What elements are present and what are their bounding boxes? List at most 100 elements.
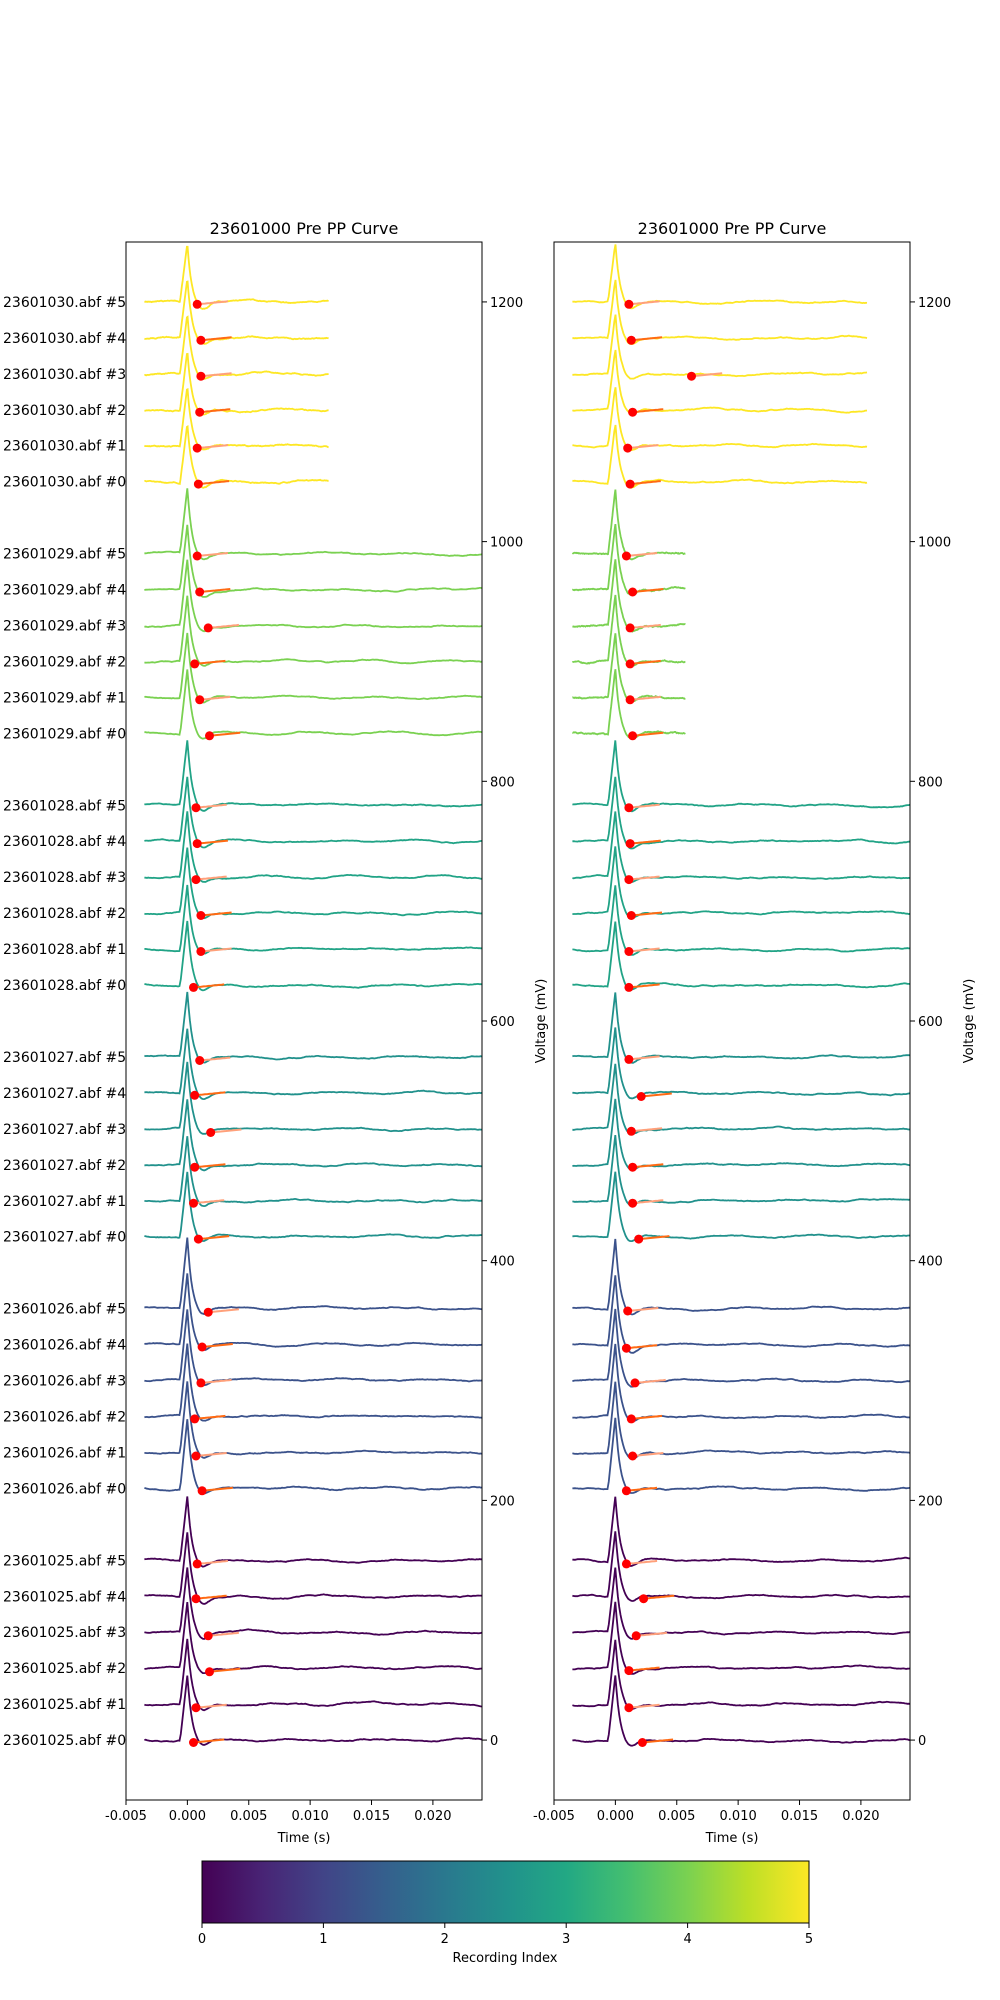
fit-line: [631, 1127, 663, 1133]
event-marker: [624, 1054, 634, 1064]
fit-line: [632, 731, 664, 737]
trace-line: [572, 1098, 910, 1171]
event-marker: [628, 1162, 638, 1172]
trace-label: 23601025.abf #1: [3, 1697, 126, 1713]
event-marker: [189, 1198, 198, 1208]
trace-line: [572, 244, 868, 310]
trace-line: [572, 1417, 910, 1494]
fit-line: [193, 983, 225, 989]
event-marker: [624, 875, 634, 885]
y-tick-label: 200: [918, 1494, 943, 1509]
fit-line: [197, 300, 229, 306]
y-tick-label: 400: [918, 1255, 943, 1270]
fit-line: [638, 1235, 670, 1241]
x-axis: -0.005 0.000 0.005 0.010 0.015 0.020: [533, 1800, 880, 1824]
trace-label: 23601030.abf #4: [3, 331, 126, 347]
fit-line: [628, 947, 660, 953]
event-marker: [191, 875, 201, 885]
y-tick-label: 1200: [918, 296, 951, 311]
trace-line: [572, 1675, 910, 1747]
fit-line: [628, 875, 660, 881]
fit-line: [201, 1486, 233, 1492]
y-axis: 0 200 400 600 800 1000 1200: [482, 296, 523, 1749]
event-marker: [203, 1631, 213, 1641]
event-marker: [191, 1594, 201, 1604]
x-tick-label: 0.010: [720, 1809, 757, 1824]
y-tick-label: 800: [490, 775, 515, 790]
trace-line: [144, 245, 329, 310]
fit-line: [210, 1128, 242, 1134]
trace-label-group: 23601025.abf #0 23601025.abf #1 23601025.a…: [3, 295, 126, 1749]
colorbar-ticks: 0 1 2 3 4 5: [198, 1923, 813, 1947]
trace-line: [572, 1238, 910, 1316]
event-marker: [624, 803, 634, 813]
trace-line: [144, 920, 482, 992]
event-marker: [631, 1631, 641, 1641]
event-marker: [195, 407, 205, 417]
x-axis-label: Time (s): [705, 1831, 759, 1846]
event-marker: [624, 1703, 634, 1713]
fit-line: [636, 1631, 668, 1637]
chart-panel-2: 23601000 Pre PP Curve -0.005 0.000 0.005 0.…: [533, 219, 977, 1846]
fit-line: [199, 588, 231, 593]
event-marker: [626, 1414, 636, 1424]
event-marker: [621, 1343, 631, 1353]
y-tick-label: 800: [918, 775, 943, 790]
trace-line: [144, 1638, 482, 1712]
event-marker: [628, 1198, 638, 1208]
event-marker: [621, 1559, 631, 1569]
fit-line: [634, 1378, 666, 1384]
fit-line: [630, 695, 661, 701]
event-marker: [625, 695, 635, 705]
event-marker: [192, 443, 202, 453]
trace-line: [572, 921, 910, 991]
trace-group: [143, 245, 482, 1747]
trace-line: [144, 884, 482, 955]
trace-line: [144, 280, 329, 345]
event-marker: [196, 911, 206, 920]
event-marker: [203, 623, 213, 633]
fit-line: [626, 552, 658, 557]
fit-line: [628, 1666, 660, 1672]
event-marker: [621, 1486, 631, 1496]
event-marker: [190, 1414, 200, 1424]
fit-line: [641, 1092, 672, 1098]
trace-label: 23601029.abf #5: [3, 547, 126, 563]
colorbar-tick-label: 2: [441, 1932, 449, 1947]
fit-line: [209, 1667, 241, 1673]
event-marker: [625, 839, 635, 849]
event-marker: [624, 947, 634, 956]
event-marker: [196, 1378, 206, 1388]
event-marker: [628, 587, 638, 597]
event-marker: [196, 335, 206, 345]
fit-line: [195, 1594, 227, 1600]
event-marker: [195, 1056, 205, 1065]
y-tick-label: 600: [490, 1015, 515, 1030]
event-marker: [625, 623, 635, 633]
fit-line: [199, 1056, 231, 1062]
fit-line: [194, 659, 226, 665]
fit-line: [628, 1055, 660, 1061]
trace-line: [144, 811, 482, 883]
x-tick-label: 0.020: [842, 1809, 879, 1824]
event-marker: [687, 371, 696, 381]
fit-line: [193, 1199, 225, 1205]
trace-line: [572, 1343, 910, 1423]
event-marker: [192, 1559, 202, 1569]
trace-line: [144, 1028, 482, 1101]
x-tick-label: 0.000: [169, 1809, 206, 1824]
event-marker: [190, 659, 200, 669]
trace-label: 23601025.abf #4: [3, 1589, 126, 1605]
trace-line: [144, 991, 482, 1064]
event-marker: [197, 1486, 207, 1496]
y-axis-label: Voltage (mV): [962, 979, 977, 1064]
fit-line: [631, 911, 663, 917]
x-tick-label: 0.005: [658, 1809, 695, 1824]
event-marker: [637, 1738, 647, 1747]
y-tick-label: 1000: [918, 536, 951, 551]
event-marker: [624, 299, 634, 309]
event-marker: [189, 1738, 198, 1747]
colorbar-tick-label: 0: [198, 1932, 206, 1947]
fit-line: [642, 1738, 674, 1744]
fit-line: [627, 1307, 659, 1312]
